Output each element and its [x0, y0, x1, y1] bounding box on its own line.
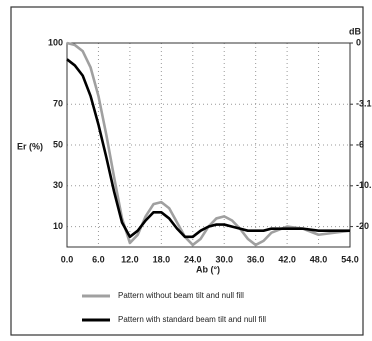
y2-tick-label: 0	[356, 37, 361, 47]
legend-label: Pattern without beam tilt and null fill	[118, 291, 244, 300]
x-tick-label: 36.0	[247, 254, 265, 264]
y2-tick-label: -20	[356, 221, 369, 231]
x-tick-label: 24.0	[184, 254, 202, 264]
series-line	[66, 58, 350, 239]
x-tick-label: 42.0	[278, 254, 296, 264]
y-axis-label: Er (%)	[17, 141, 43, 151]
y-tick-label: 100	[48, 37, 63, 47]
y2-axis-label: dB	[349, 26, 361, 36]
x-tick-label: 54.0	[341, 254, 359, 264]
y2-tick-label: -10.	[356, 180, 372, 190]
x-tick-label: 48.0	[310, 254, 328, 264]
x-tick-label: 0.0	[61, 254, 74, 264]
y-tick-label: 10	[53, 221, 63, 231]
y-tick-label: 30	[53, 180, 63, 190]
x-tick-label: 6.0	[92, 254, 105, 264]
x-tick-label: 12.0	[121, 254, 139, 264]
y-tick-label: 70	[53, 99, 63, 109]
x-axis-label: Ab (°)	[196, 264, 220, 274]
y2-tick-label: -6	[356, 139, 364, 149]
y2-tick-label: -3.1	[356, 99, 372, 109]
series-line	[66, 41, 351, 247]
x-tick-label: 18.0	[153, 254, 171, 264]
x-tick-label: 30.0	[215, 254, 233, 264]
y-tick-label: 50	[53, 139, 63, 149]
legend-label: Pattern with standard beam tilt and null…	[118, 315, 266, 324]
plot-border	[66, 42, 351, 248]
frame	[10, 6, 364, 336]
